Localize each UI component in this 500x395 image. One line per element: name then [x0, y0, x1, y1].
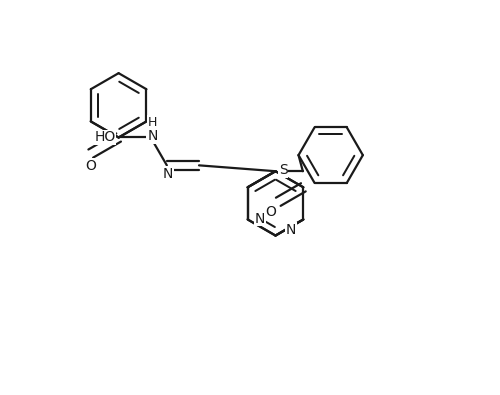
Text: N: N: [286, 223, 296, 237]
Text: N: N: [147, 129, 158, 143]
Text: O: O: [86, 159, 96, 173]
Text: O: O: [266, 205, 276, 219]
Text: N: N: [254, 212, 265, 226]
Text: H: H: [148, 116, 157, 129]
Text: N: N: [163, 167, 173, 181]
Text: HO: HO: [94, 130, 116, 145]
Text: S: S: [278, 163, 287, 177]
